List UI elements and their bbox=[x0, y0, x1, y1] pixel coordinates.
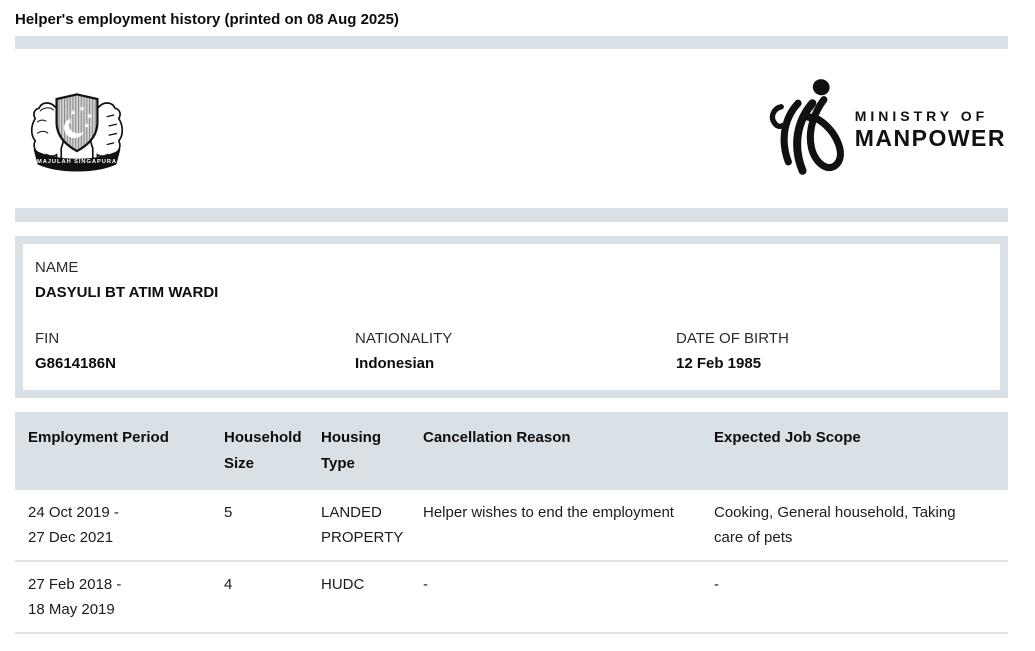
logo-row: ★ ★ ★ ★ ★ MAJULAH SINGAPURA bbox=[15, 49, 1008, 208]
svg-text:★: ★ bbox=[84, 121, 91, 130]
mom-logo-line1: MINISTRY OF bbox=[854, 107, 989, 124]
name-label: NAME bbox=[35, 259, 79, 276]
header-household-size: Household Size bbox=[211, 412, 308, 490]
fin-label: FIN bbox=[35, 330, 60, 347]
dob-value: 12 Feb 1985 bbox=[676, 355, 762, 372]
page-title: Helper's employment history (printed on … bbox=[15, 11, 399, 28]
svg-text:★: ★ bbox=[66, 117, 73, 126]
emblem-banner-text: MAJULAH SINGAPURA bbox=[37, 159, 117, 165]
table-header-row: Employment Period Household Size Housing… bbox=[15, 412, 1008, 490]
fin-value: G8614186N bbox=[35, 355, 116, 372]
table-row: 24 Oct 2019 - 27 Dec 2021 5 LANDED PROPE… bbox=[15, 490, 1008, 562]
profile-details-row: FIN G8614186N NATIONALITY Indonesian DAT… bbox=[35, 329, 988, 373]
name-field: NAME DASYULI BT ATIM WARDI bbox=[35, 258, 988, 302]
cell-expected-job-scope: Cooking, General household, Taking care … bbox=[701, 490, 1008, 562]
employment-history-table: Employment Period Household Size Housing… bbox=[15, 412, 1008, 634]
name-value: DASYULI BT ATIM WARDI bbox=[35, 284, 219, 301]
cell-employment-period: 27 Feb 2018 - 18 May 2019 bbox=[15, 561, 211, 634]
nationality-value: Indonesian bbox=[355, 355, 435, 372]
cell-household-size: 5 bbox=[211, 490, 308, 562]
nationality-label: NATIONALITY bbox=[355, 330, 453, 347]
cell-employment-period: 24 Oct 2019 - 27 Dec 2021 bbox=[15, 490, 211, 562]
helper-profile-box: NAME DASYULI BT ATIM WARDI FIN G8614186N… bbox=[15, 236, 1008, 398]
ministry-of-manpower-logo: MINISTRY OF MANPOWER bbox=[767, 75, 1006, 183]
top-divider-bar bbox=[15, 36, 1008, 49]
nationality-field: NATIONALITY Indonesian bbox=[355, 329, 676, 373]
svg-text:★: ★ bbox=[86, 112, 93, 121]
table-row: 27 Feb 2018 - 18 May 2019 4 HUDC - - bbox=[15, 561, 1008, 634]
svg-text:★: ★ bbox=[79, 104, 86, 113]
mid-divider-bar bbox=[15, 208, 1008, 222]
fin-field: FIN G8614186N bbox=[35, 329, 355, 373]
dob-label: DATE OF BIRTH bbox=[676, 330, 789, 347]
mom-logo-line2: MANPOWER bbox=[854, 124, 1006, 151]
header-expected-job-scope: Expected Job Scope bbox=[701, 412, 1008, 490]
mom-figure-icon bbox=[769, 78, 844, 175]
cell-cancellation-reason: Helper wishes to end the employment bbox=[410, 490, 701, 562]
header-housing-type: Housing Type bbox=[308, 412, 410, 490]
cell-housing-type: LANDED PROPERTY bbox=[308, 490, 410, 562]
cell-expected-job-scope: - bbox=[701, 561, 1008, 634]
cell-housing-type: HUDC bbox=[308, 561, 410, 634]
cell-household-size: 4 bbox=[211, 561, 308, 634]
svg-text:★: ★ bbox=[70, 108, 77, 117]
header-employment-period: Employment Period bbox=[15, 412, 211, 490]
singapore-coat-of-arms-icon: ★ ★ ★ ★ ★ MAJULAH SINGAPURA bbox=[25, 78, 129, 179]
cell-cancellation-reason: - bbox=[410, 561, 701, 634]
header-cancellation-reason: Cancellation Reason bbox=[410, 412, 701, 490]
dob-field: DATE OF BIRTH 12 Feb 1985 bbox=[676, 329, 988, 373]
